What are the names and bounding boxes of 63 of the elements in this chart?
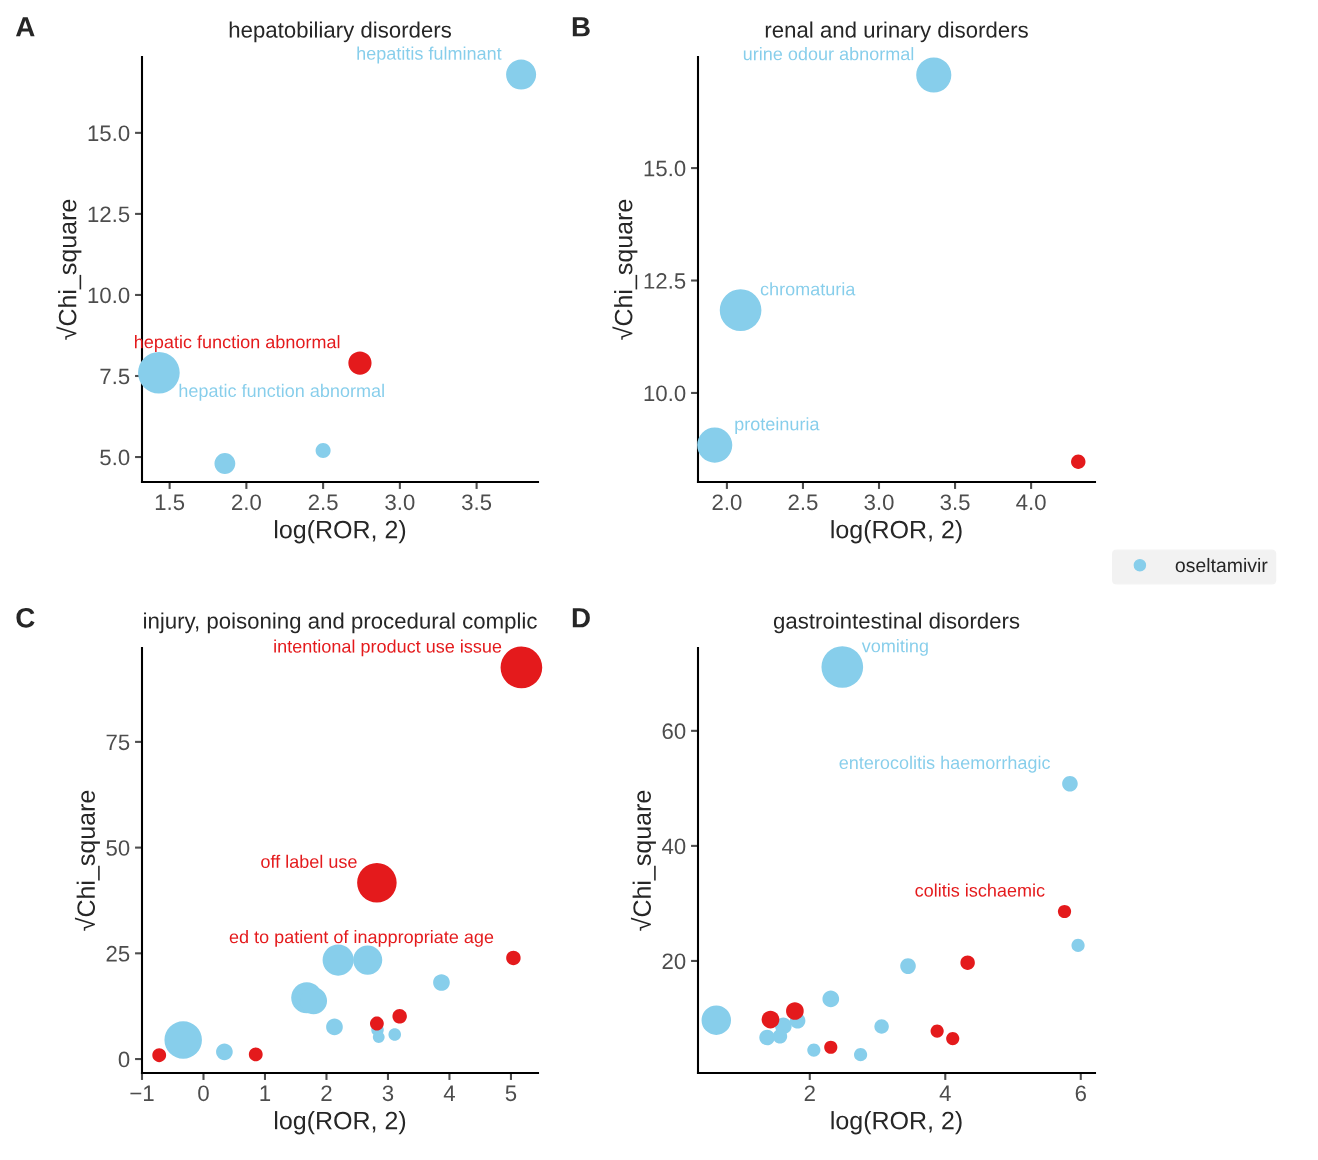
x-axis-title: log(ROR, 2) (831, 1111, 962, 1135)
y-tick-label: 10.0 (88, 287, 130, 304)
legend-label: oseltamivir (1175, 557, 1268, 573)
y-tick-label: 0 (118, 1051, 130, 1068)
x-tick-label: 4 (443, 1085, 455, 1101)
y-axis-title: √Chi_square (612, 199, 638, 340)
annotation: off label use (261, 854, 357, 869)
y-tick-label: 75 (106, 734, 130, 751)
chart-title: injury, poisoning and procedural complic (144, 612, 537, 634)
x-tick-label: 4.0 (1016, 494, 1046, 511)
y-axis-title: √Chi_square (56, 199, 82, 340)
annotation: colitis ischaemic (915, 883, 1045, 897)
y-tick-label: 60 (662, 723, 686, 740)
annotation: hepatic function abnormal (179, 383, 384, 401)
annotation: hepatitis fulminant (357, 46, 502, 64)
x-axis-title: log(ROR, 2) (275, 1111, 406, 1135)
y-tick-label: 12.5 (88, 206, 130, 223)
y-tick-label: 5.0 (100, 449, 130, 466)
x-tick-label: 3.0 (864, 494, 894, 511)
y-tick-label: 10.0 (644, 385, 686, 402)
y-tick-label: 7.5 (100, 368, 130, 385)
chart-title: renal and urinary disorders (765, 21, 1028, 43)
x-tick-label: 4 (939, 1085, 951, 1101)
x-tick-label: 3.0 (385, 494, 415, 511)
annotation: ed to patient of inappropriate age (229, 930, 494, 947)
x-tick-label: 2 (321, 1085, 332, 1101)
y-tick-label: 20 (662, 953, 686, 970)
x-tick-label: 2.5 (788, 494, 818, 511)
y-axis-title: √Chi_square (630, 790, 656, 931)
text: C (16, 607, 35, 628)
y-tick-label: 12.5 (644, 273, 686, 289)
x-tick-label: 1 (260, 1085, 271, 1101)
y-axis-title: √Chi_square (74, 790, 100, 931)
x-tick-label: 5 (505, 1085, 517, 1102)
annotation: urine odour abnormal (743, 47, 914, 61)
annotation: vomiting (861, 639, 928, 656)
x-tick-label: 0 (198, 1085, 209, 1102)
x-tick-label: 3 (382, 1085, 394, 1102)
x-tick-label: 2.0 (232, 494, 261, 511)
x-axis-title: log(ROR, 2) (831, 520, 962, 544)
x-tick-label: 3.5 (940, 494, 970, 511)
text: B (572, 17, 590, 37)
x-tick-label: 3.5 (462, 494, 492, 511)
chart-title: gastrointestinal disorders (773, 612, 1020, 634)
y-tick-label: 40 (661, 838, 686, 855)
y-tick-label: 50 (106, 840, 130, 856)
chart-title: hepatobiliary disorders (229, 21, 451, 43)
annotation: proteinuria (735, 417, 820, 435)
x-tick-label: −1 (130, 1085, 154, 1101)
x-tick-label: 2.5 (308, 494, 338, 511)
x-tick-label: 1.5 (155, 494, 185, 511)
x-axis-title: log(ROR, 2) (275, 520, 406, 544)
x-tick-label: 6 (1075, 1085, 1086, 1102)
y-tick-label: 15.0 (644, 160, 686, 177)
text: A (15, 17, 35, 37)
x-tick-label: 2 (804, 1085, 815, 1101)
y-tick-label: 25 (106, 945, 130, 962)
annotation: chromaturia (760, 282, 856, 296)
annotation: intentional product use issue (274, 639, 502, 657)
x-tick-label: 2.0 (712, 494, 742, 511)
y-tick-label: 15.0 (88, 125, 130, 142)
text: D (572, 608, 590, 628)
annotation: enterocolitis haemorrhagic (839, 755, 1051, 773)
